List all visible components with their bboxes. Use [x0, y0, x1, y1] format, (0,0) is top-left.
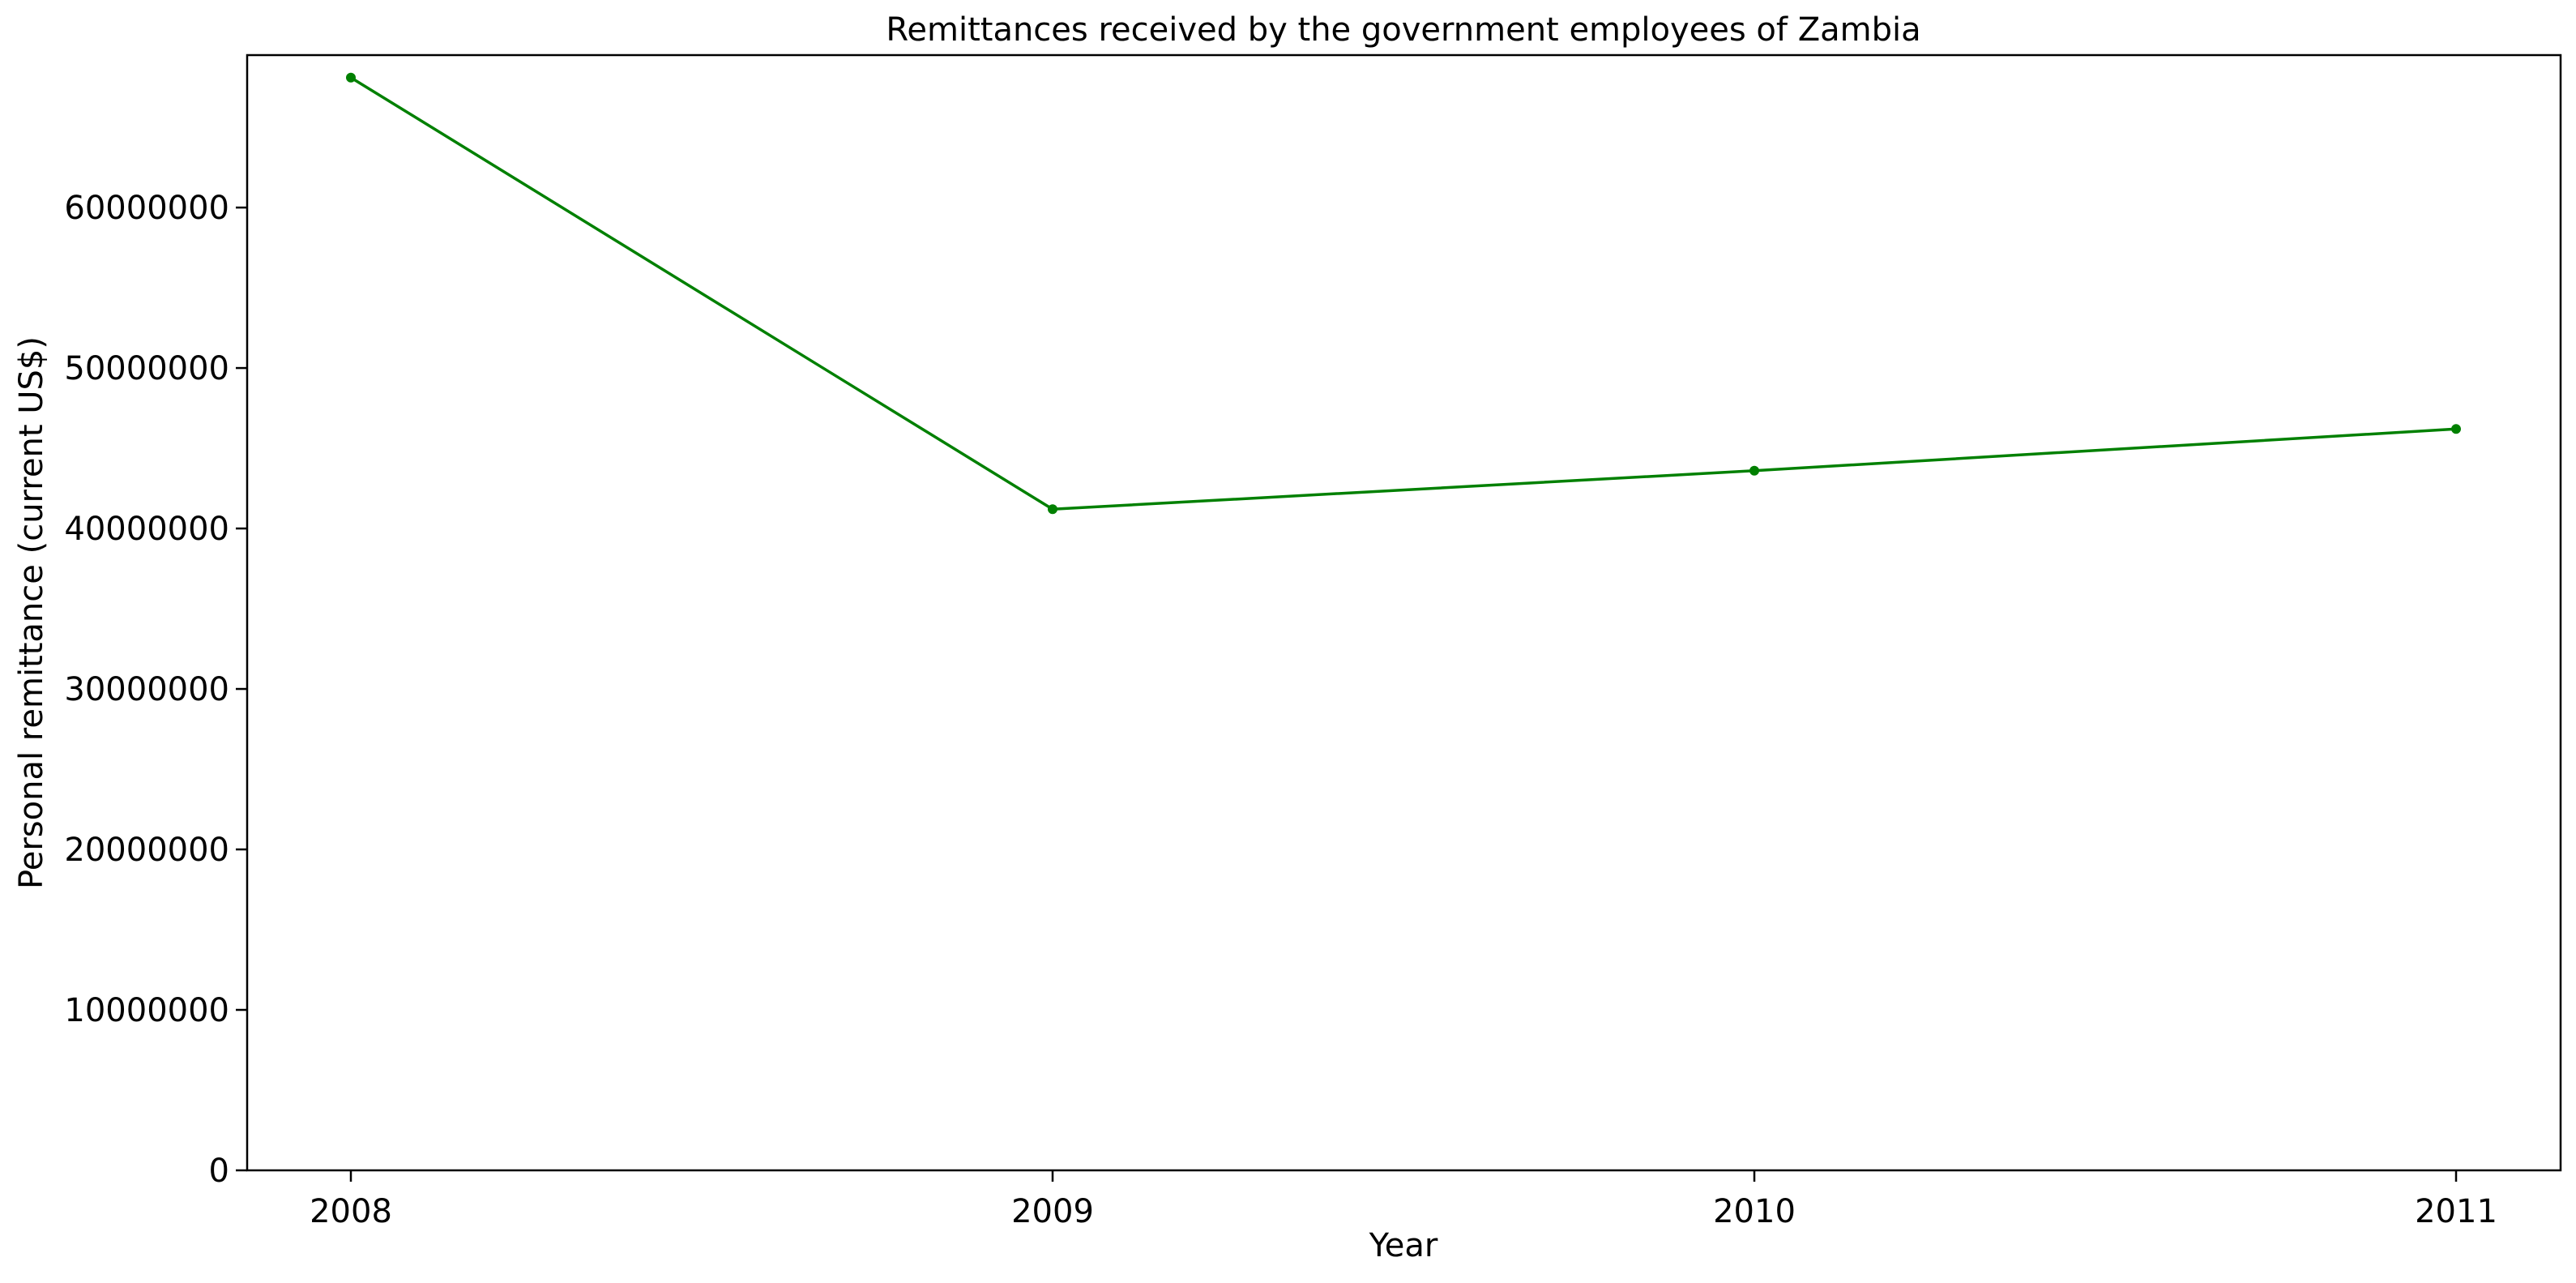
- chart-title: Remittances received by the government e…: [886, 11, 1920, 49]
- y-tick-label: 0: [209, 1153, 229, 1190]
- x-axis-label: Year: [1369, 1227, 1438, 1264]
- x-tick-label: 2008: [310, 1193, 392, 1230]
- plot-area-frame: [246, 53, 2562, 1172]
- x-tick-label: 2011: [2415, 1193, 2497, 1230]
- y-tick-label: 10000000: [64, 992, 229, 1029]
- x-axis-ticks: 2008 2009 2010 2011: [310, 1170, 2497, 1230]
- x-tick-label: 2010: [1713, 1193, 1796, 1230]
- series-line: [350, 76, 2457, 511]
- y-tick-label: 50000000: [64, 350, 229, 387]
- series-layer: [346, 72, 2461, 515]
- y-tick-label: 30000000: [64, 671, 229, 708]
- data-point-2008: [346, 72, 356, 83]
- y-tick-label: 20000000: [64, 832, 229, 869]
- y-axis-ticks: 0 10000000 20000000 30000000 40000000 5000000…: [64, 190, 247, 1190]
- y-tick-label: 60000000: [64, 190, 229, 227]
- x-tick-label: 2009: [1011, 1193, 1094, 1230]
- data-point-2010: [1749, 465, 1759, 476]
- data-point-2009: [1048, 504, 1057, 515]
- data-point-2011: [2451, 424, 2461, 434]
- y-axis-label: Personal remittance (current US$): [13, 336, 50, 889]
- y-tick-label: 40000000: [64, 511, 229, 548]
